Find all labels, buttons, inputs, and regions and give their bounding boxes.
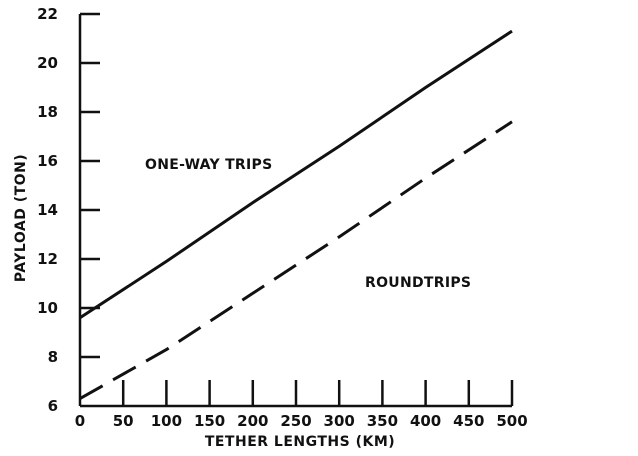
- y-tick-label-16: 16: [37, 152, 58, 170]
- x-axis-title: TETHER LENGTHS (KM): [205, 434, 395, 450]
- y-tick-label-14: 14: [37, 201, 58, 219]
- series-layer: [79, 29, 513, 400]
- annotation-roundtrips: ROUNDTRIPS: [365, 275, 471, 291]
- x-tick-label-400: 400: [410, 412, 441, 430]
- x-tick-label-500: 500: [496, 412, 527, 430]
- y-tick-label-18: 18: [37, 103, 58, 121]
- x-tick-label-100: 100: [151, 412, 182, 430]
- y-axis-title: PAYLOAD (TON): [13, 154, 29, 282]
- y-tick-label-6: 6: [48, 397, 58, 415]
- annotation-one-way-trips: ONE-WAY TRIPS: [145, 157, 272, 173]
- y-tick-label-10: 10: [37, 299, 58, 317]
- x-tick-label-300: 300: [324, 412, 355, 430]
- x-tick-label-50: 50: [113, 412, 134, 430]
- y-tick-label-12: 12: [37, 250, 58, 268]
- x-tick-label-350: 350: [367, 412, 398, 430]
- x-ticks: 0 50 100 150 200 250 300 350 400 450 500: [75, 380, 528, 430]
- x-tick-label-150: 150: [194, 412, 225, 430]
- x-tick-label-0: 0: [75, 412, 85, 430]
- series-line-one-way-trips: [79, 29, 513, 320]
- x-tick-label-450: 450: [453, 412, 484, 430]
- x-tick-label-200: 200: [237, 412, 268, 430]
- y-ticks: 6 8 10 12 14 16 18 20 22: [37, 5, 100, 415]
- series-line-roundtrips: [79, 120, 513, 400]
- y-tick-label-20: 20: [37, 54, 58, 72]
- y-tick-label-8: 8: [48, 348, 58, 366]
- y-tick-label-22: 22: [37, 5, 58, 23]
- x-tick-label-250: 250: [280, 412, 311, 430]
